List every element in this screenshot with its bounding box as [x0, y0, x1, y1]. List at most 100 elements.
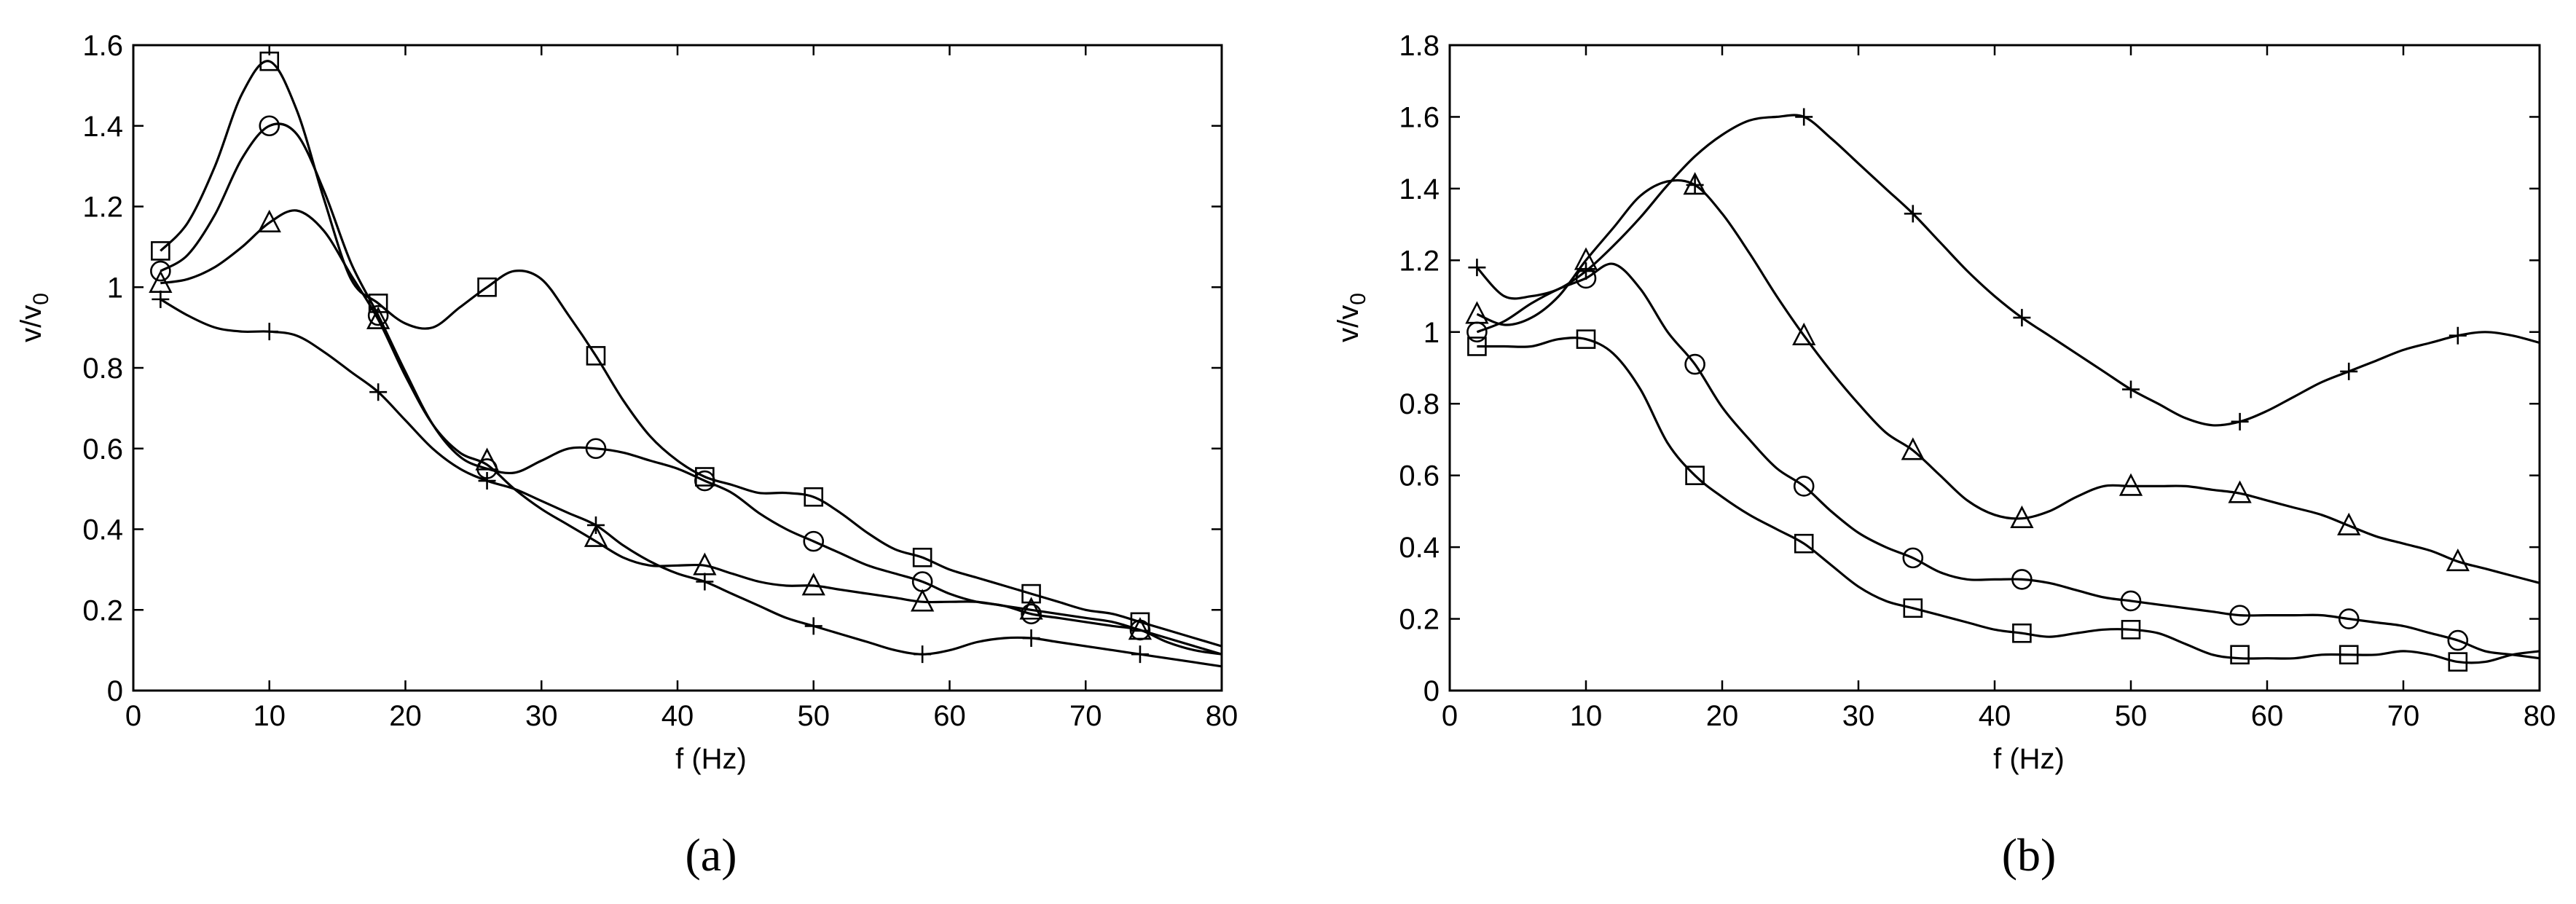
chart-b-xtick-label: 70 [2387, 700, 2420, 732]
chart-b-xtick-label: 30 [1842, 700, 1875, 732]
chart-a-series-square-marker [477, 277, 497, 297]
chart-b-series-triangle-marker [2228, 480, 2252, 503]
chart-b-xtick-label: 0 [1442, 700, 1458, 732]
chart-b-series-square-marker [1794, 533, 1814, 554]
chart-b-series-triangle-marker [2118, 473, 2143, 496]
chart-a-series-circle-marker [1021, 603, 1042, 625]
chart-b-series-triangle-marker [1792, 322, 1816, 346]
chart-b-ylabel: v/v0 [1332, 293, 1370, 342]
chart-b-series-triangle-marker [2337, 512, 2361, 535]
chart-panel-b: v/v0 f (Hz) (b) 0 10 20 30 40 50 60 70 80 0 0.2 0.4… [1332, 30, 2556, 881]
chart-a-series-triangle-marker [801, 573, 825, 596]
chart-a-series-triangle-marker [1019, 597, 1043, 620]
chart-a-series-square-marker [912, 547, 932, 567]
chart-b-series-plus-marker [2340, 362, 2358, 380]
chart-a-series-plus-marker [152, 290, 170, 308]
chart-a-series-square-marker [151, 241, 170, 261]
chart-b-ytick-label: 1 [1424, 317, 1440, 349]
chart-b-series-circle-marker [2447, 629, 2469, 651]
chart-b-series-plus-marker [1904, 205, 1922, 223]
chart-a-series-square-line [160, 60, 1222, 648]
chart-a-series-plus-marker [1131, 645, 1149, 664]
chart-b-series-circle-marker [1793, 476, 1815, 497]
chart-b-series-plus-marker [2013, 309, 2031, 327]
chart-b-series-plus-line [1476, 114, 2540, 427]
chart-b-xtick-label: 60 [2251, 700, 2284, 732]
chart-b-series-square-marker [1576, 329, 1596, 349]
chart-a-ytick-label: 0.8 [82, 353, 123, 385]
chart-a-ytick-label: 1.4 [82, 111, 123, 143]
chart-b-series-square-marker [2121, 620, 2141, 640]
chart-a-series-plus-marker [914, 645, 932, 664]
chart-b-series-plus-marker [2231, 412, 2249, 431]
chart-b-series-circle-line [1476, 262, 2540, 660]
chart-b-ytick-label: 1.6 [1399, 101, 1440, 133]
chart-b-series-square-marker [1903, 598, 1923, 618]
chart-a-series-plus-marker [260, 323, 278, 341]
chart-b-series-square-marker [2448, 652, 2468, 672]
chart-b-series-circle-marker [2338, 608, 2360, 629]
chart-a-series-triangle-marker [911, 589, 935, 612]
chart-b-ytick-label: 0.6 [1399, 460, 1440, 492]
chart-b-series-square-marker [1685, 465, 1705, 485]
chart-a-series-triangle-line [160, 209, 1222, 656]
chart-b-series-square-marker [2012, 623, 2032, 643]
chart-b-series-circle-marker [2229, 605, 2250, 626]
chart-a-xtick-label: 10 [254, 700, 286, 732]
chart-b-xtick-label: 20 [1706, 700, 1739, 732]
chart-b-series-circle-marker [1466, 321, 1488, 343]
chart-a-panel-label: (a) [685, 829, 737, 881]
chart-b-series-triangle-marker [1683, 172, 1707, 195]
chart-a-series-plus-marker [1022, 629, 1040, 648]
chart-b-series-square-marker [2230, 645, 2250, 665]
chart-b-series-triangle-line [1476, 178, 2540, 584]
chart-b-xtick-label: 10 [1570, 700, 1603, 732]
chart-a-ytick-label: 0.6 [82, 433, 123, 465]
chart-a-series-square-marker [1021, 583, 1041, 604]
chart-b-series-circle-marker [2120, 590, 2142, 612]
chart-a-xtick-label: 70 [1069, 700, 1102, 732]
chart-a-ytick-label: 0.4 [82, 514, 123, 546]
chart-b-ytick-label: 1.8 [1399, 30, 1440, 62]
chart-a-series-square-marker [804, 487, 824, 507]
chart-a-ytick-label: 1.6 [82, 30, 123, 62]
chart-b-series-plus-marker [2122, 380, 2140, 398]
chart-a-ytick-label: 0.2 [82, 594, 123, 626]
chart-b-series-triangle-marker [2010, 505, 2034, 529]
chart-a-xtick-label: 80 [1206, 700, 1238, 732]
chart-a-series-circle-marker [803, 530, 825, 552]
chart-b-series-plus-marker [1795, 108, 1813, 126]
chart-a-series-plus-marker [369, 383, 388, 401]
chart-b-xtick-label: 40 [1979, 700, 2011, 732]
chart-a-series-triangle-marker [1128, 617, 1152, 640]
chart-a-series-plus-marker [696, 573, 714, 591]
chart-a-ytick-label: 1.2 [82, 192, 123, 224]
chart-a-xtick-label: 0 [125, 700, 141, 732]
chart-b-ytick-label: 1.4 [1399, 173, 1440, 205]
chart-a-series-plus-line [160, 298, 1222, 668]
chart-a-series-square-marker [586, 346, 606, 366]
chart-b-series-plus-marker [1468, 259, 1486, 277]
chart-b-xlabel: f (Hz) [1993, 743, 2065, 775]
chart-a-series-circle-marker [259, 115, 280, 137]
chart-a-series-triangle-marker [366, 306, 390, 329]
chart-b-xtick-label: 80 [2524, 700, 2556, 732]
chart-a-series-circle-line [160, 122, 1222, 656]
chart-b-series-plus-marker [2449, 326, 2467, 345]
chart-a-ylabel: v/v0 [15, 293, 53, 342]
chart-a-xtick-label: 30 [525, 700, 558, 732]
chart-a-series-plus-marker [478, 472, 496, 490]
chart-a-series-circle-marker [585, 438, 607, 460]
chart-b-series-square-marker [2339, 645, 2359, 665]
chart-a-series-triangle-marker [584, 524, 608, 547]
chart-a-series-triangle-marker [475, 447, 499, 471]
chart-b-series-triangle-marker [2446, 548, 2470, 572]
chart-a-series-plus-marker [586, 516, 605, 534]
chart-a-xtick-label: 60 [933, 700, 966, 732]
chart-a-series-square-marker [259, 51, 280, 71]
chart-b-ytick-label: 1.2 [1399, 245, 1440, 277]
chart-b-ytick-label: 0.2 [1399, 604, 1440, 636]
chart-b-ytick-label: 0.8 [1399, 388, 1440, 420]
chart-a-ytick-label: 1 [107, 272, 123, 304]
